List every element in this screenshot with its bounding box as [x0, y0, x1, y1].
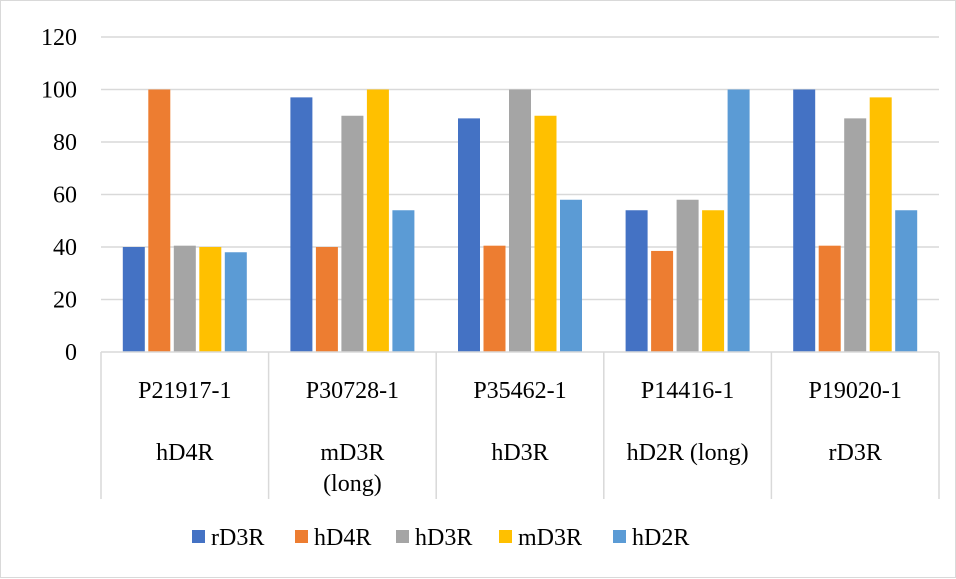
bar: [676, 199, 699, 352]
legend-label: hD2R: [632, 525, 689, 551]
bar: [290, 97, 313, 352]
x-subcategory-label: hD2R (long): [627, 440, 749, 466]
y-tick-label: 80: [53, 130, 77, 156]
bar: [483, 245, 506, 352]
x-subcategory-label: (long): [323, 471, 382, 497]
y-tick-label: 40: [53, 235, 77, 261]
bar: [122, 247, 145, 352]
legend-swatch: [396, 530, 409, 543]
legend-label: mD3R: [518, 525, 582, 551]
bar: [818, 245, 841, 352]
legend-swatch: [192, 530, 205, 543]
bar: [315, 247, 338, 352]
x-subcategory-label: rD3R: [829, 440, 882, 466]
bar: [651, 250, 674, 352]
bar: [392, 210, 415, 352]
legend-swatch: [613, 530, 626, 543]
legend-swatch: [499, 530, 512, 543]
bar: [844, 118, 867, 352]
y-tick-label: 60: [53, 183, 77, 209]
bar: [458, 118, 480, 352]
y-tick-label: 0: [65, 340, 77, 366]
bar: [625, 210, 648, 352]
bar: [509, 89, 531, 352]
legend-label: hD3R: [415, 525, 472, 551]
legend-swatch: [295, 530, 308, 543]
bar: [341, 115, 364, 352]
x-category-label: P14416-1: [641, 378, 734, 404]
bar: [895, 210, 918, 352]
y-tick-label: 120: [41, 25, 77, 51]
x-subcategory-label: mD3R: [320, 440, 384, 466]
y-tick-label: 100: [41, 78, 77, 104]
x-category-label: P19020-1: [809, 378, 902, 404]
bar: [534, 115, 557, 352]
legend-label: hD4R: [314, 525, 371, 551]
bar: [173, 245, 196, 352]
bar: [224, 252, 247, 352]
y-tick-label: 20: [53, 288, 77, 314]
bar: [148, 89, 171, 352]
x-category-label: P30728-1: [306, 378, 399, 404]
x-category-label: P21917-1: [138, 378, 231, 404]
bar: [869, 97, 892, 352]
bar: [560, 199, 582, 352]
bar: [702, 210, 725, 352]
bar: [199, 247, 222, 352]
bar: [727, 89, 750, 352]
x-category-label: P35462-1: [473, 378, 566, 404]
x-subcategory-label: hD3R: [491, 440, 548, 466]
bar: [366, 89, 389, 352]
legend-label: rD3R: [211, 525, 264, 551]
x-subcategory-label: hD4R: [156, 440, 213, 466]
bar: [793, 89, 816, 352]
